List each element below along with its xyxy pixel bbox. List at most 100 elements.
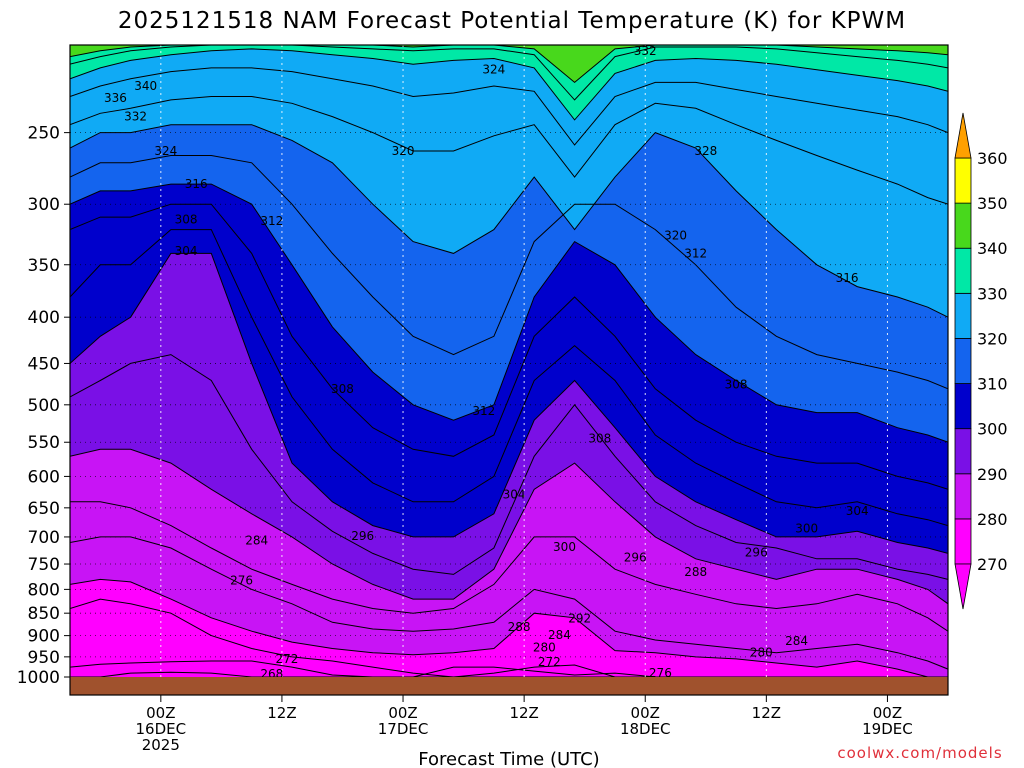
contour-label-19: 304 [503,487,526,501]
y-tick-label-950: 950 [28,648,60,668]
x-tick-label-0-2: 2025 [142,736,180,754]
x-tick-label-2-0: 00Z [388,704,417,722]
contour-label-6: 304 [175,244,198,258]
y-tick-label-400: 400 [28,308,60,328]
contour-label-8: 324 [482,63,505,77]
colorbar-label-300: 300 [977,420,1008,439]
y-tick-label-800: 800 [28,580,60,600]
plot-area: 336 340 332 324 316 308 304 312 324 332 320 328 320 3… [70,44,948,680]
colorbar-label-360: 360 [977,149,1008,168]
colorbar-label-280: 280 [977,510,1008,529]
y-tick-label-550: 550 [28,433,60,453]
colorbar-label-310: 310 [977,375,1008,394]
chart-title: 2025121518 NAM Forecast Potential Temper… [118,8,906,34]
x-tick-label-3-0: 12Z [509,704,538,722]
contour-272 [70,660,948,677]
contour-label-7: 312 [260,214,283,228]
contour-label-16: 312 [472,404,495,418]
contour-label-2: 332 [124,110,147,124]
contour-lines [70,45,948,677]
contour-label-33: 272 [538,655,561,669]
contour-288 [70,501,948,632]
contour-label-14: 316 [836,271,859,285]
colorbar-label-320: 320 [977,329,1008,348]
contour-300 [70,252,948,554]
contour-340 [70,45,948,84]
colorbar-segment-330 [954,247,972,294]
contour-label-28: 288 [684,565,707,579]
y-tick-label-750: 750 [28,555,60,575]
contour-label-10: 320 [392,144,415,158]
contour-label-32: 280 [533,641,556,655]
contour-label-27: 276 [230,573,253,587]
contour-label-0: 336 [104,91,127,105]
contour-324 [70,96,948,205]
contour-label-13: 312 [684,246,707,260]
contour-label-1: 340 [134,79,157,93]
colorbar-label-270: 270 [977,555,1008,574]
colorbar: 270 280 290 300 310 320 330 340 350 360 [954,112,1008,610]
x-tick-label-6-0: 00Z [873,704,902,722]
y-tick-label-700: 700 [28,528,60,548]
contour-labels: 336 340 332 324 316 308 304 312 324 332 320 328 320 3… [104,44,869,680]
x-tick-label-6-1: 19DEC [862,720,913,738]
contour-304 [70,229,948,527]
contour-label-34: 284 [785,634,808,648]
contour-label-29: 292 [568,612,591,626]
x-tick-label-2-1: 17DEC [378,720,429,738]
contour-320 [70,124,948,318]
contour-label-3: 324 [154,144,177,158]
colorbar-label-290: 290 [977,465,1008,484]
y-tick-label-600: 600 [28,467,60,487]
colorbar-segment-320 [954,292,972,339]
y-tick-label-450: 450 [28,354,60,374]
contour-label-21: 300 [795,521,818,535]
fill-band-328 [70,45,948,145]
contour-312 [70,183,948,443]
y-tick-label-300: 300 [28,195,60,215]
contour-label-4: 316 [185,177,208,191]
colorbar-segment-300 [954,383,972,430]
contour-label-5: 308 [175,213,198,227]
x-tick-label-5-0: 12Z [752,704,781,722]
y-tick-label-850: 850 [28,604,60,624]
contour-296 [70,354,948,580]
contour-268 [70,671,948,677]
contour-328 [70,67,948,146]
contour-316 [70,155,948,390]
contour-280 [70,578,948,677]
contour-label-26: 284 [245,533,268,547]
contour-label-22: 296 [351,529,374,543]
fill-band-336 [70,45,948,100]
y-tick-label-650: 650 [28,499,60,519]
contour-292 [70,448,948,605]
y-axis: 250 300 350 400 450 500 550 600 650 700 750 800 850 9… [17,124,70,688]
colorbar-arrow-bottom [954,563,972,610]
y-tick-label-250: 250 [28,124,60,144]
contour-label-30: 288 [508,620,531,634]
y-tick-label-350: 350 [28,256,60,276]
colorbar-segment-350 [954,157,972,204]
y-tick-label-1000: 1000 [17,668,60,688]
contour-label-17: 308 [588,432,611,446]
contour-label-25: 296 [745,545,768,559]
colorbar-label-330: 330 [977,284,1008,303]
contour-label-15: 308 [331,382,354,396]
plot-frame [69,44,949,696]
x-tick-label-4-0: 00Z [631,704,660,722]
contour-label-36: 272 [276,652,299,666]
contour-label-23: 300 [553,540,576,554]
x-axis-label: Forecast Time (UTC) [418,749,599,768]
contour-308 [70,203,948,490]
colorbar-segment-280 [954,473,972,520]
x-tick-label-4-1: 18DEC [620,720,671,738]
contour-label-38: 276 [649,666,672,680]
contour-label-18: 308 [725,378,748,392]
colorbar-segment-340 [954,202,972,249]
x-tick-label-0-0: 00Z [146,704,175,722]
contour-label-9: 332 [634,44,657,58]
contour-label-35: 280 [750,646,773,660]
colorbar-segment-270 [954,518,972,565]
